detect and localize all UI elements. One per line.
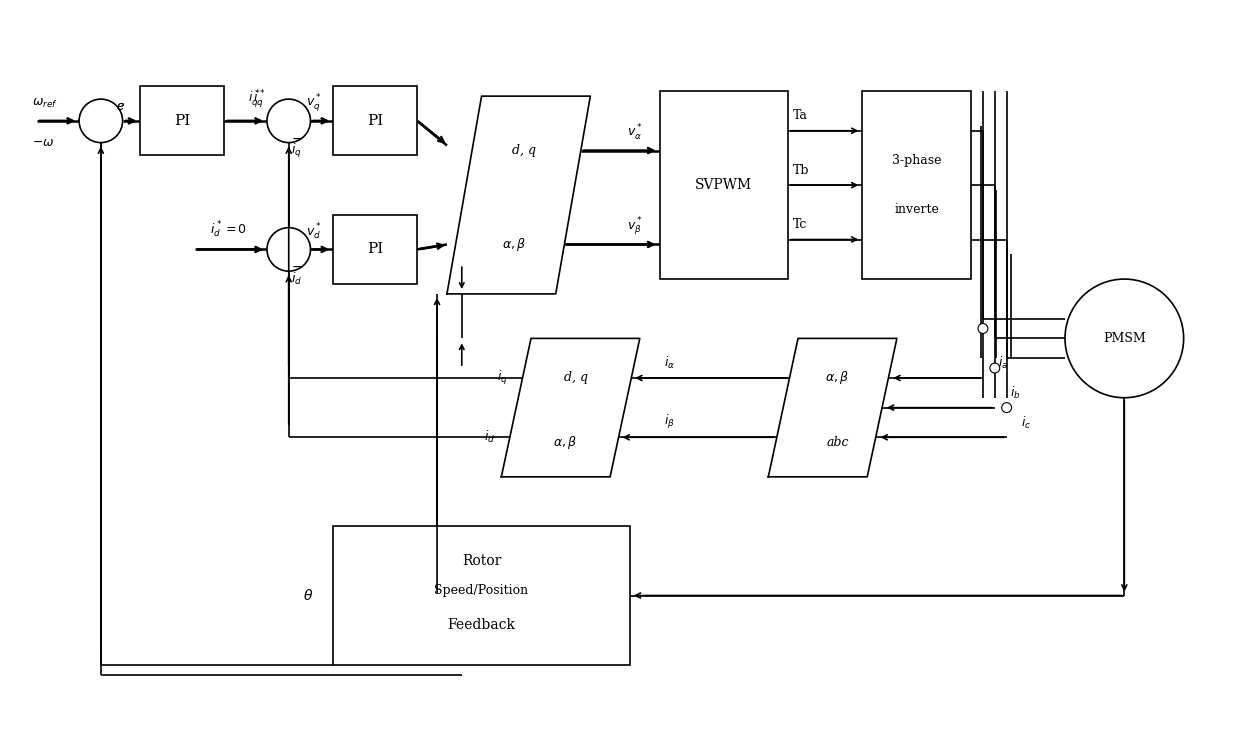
Circle shape xyxy=(267,227,310,272)
Text: Ta: Ta xyxy=(794,109,808,123)
Circle shape xyxy=(79,99,123,143)
Text: $i_c$: $i_c$ xyxy=(1022,414,1032,431)
Text: $\alpha, \beta$: $\alpha, \beta$ xyxy=(826,370,849,387)
Text: d, q: d, q xyxy=(512,144,536,157)
Text: $v_\alpha^*$: $v_\alpha^*$ xyxy=(627,123,642,143)
Text: $v_d^*$: $v_d^*$ xyxy=(305,221,321,242)
Text: $\omega_{ref}$: $\omega_{ref}$ xyxy=(32,96,57,110)
Text: d, q: d, q xyxy=(563,372,588,384)
Text: $i_q^*$: $i_q^*$ xyxy=(253,88,265,110)
Text: Tb: Tb xyxy=(794,164,810,177)
Text: $i_\alpha$: $i_\alpha$ xyxy=(663,355,675,371)
Bar xyxy=(334,215,418,284)
Text: $i_a$: $i_a$ xyxy=(998,355,1008,371)
Circle shape xyxy=(267,99,310,143)
Text: $v_\beta^*$: $v_\beta^*$ xyxy=(627,215,642,238)
Text: Tc: Tc xyxy=(794,218,807,231)
Text: $\alpha, \beta$: $\alpha, \beta$ xyxy=(553,434,578,451)
Text: PI: PI xyxy=(367,114,383,128)
Text: $i_\beta$: $i_\beta$ xyxy=(665,414,675,432)
Bar xyxy=(140,86,224,156)
Text: Feedback: Feedback xyxy=(448,618,516,632)
Bar xyxy=(334,527,630,665)
Circle shape xyxy=(1002,402,1012,413)
Text: PI: PI xyxy=(175,114,191,128)
Text: e: e xyxy=(117,99,124,112)
Bar xyxy=(334,86,418,156)
Text: SVPWM: SVPWM xyxy=(696,178,753,192)
Text: $v_q^*$: $v_q^*$ xyxy=(305,92,321,114)
Text: $\theta$: $\theta$ xyxy=(304,588,314,603)
Text: Rotor: Rotor xyxy=(461,554,501,568)
Text: $-\omega$: $-\omega$ xyxy=(32,136,55,149)
Text: inverte: inverte xyxy=(894,203,939,216)
Text: $i_q^*$: $i_q^*$ xyxy=(248,88,260,110)
Text: $i_b$: $i_b$ xyxy=(1009,384,1021,401)
Text: $i_d$: $i_d$ xyxy=(291,271,303,287)
Text: $i_d$: $i_d$ xyxy=(484,429,495,445)
Text: PMSM: PMSM xyxy=(1102,332,1146,345)
Text: $-$: $-$ xyxy=(290,260,303,273)
Text: $i_q$: $i_q$ xyxy=(497,369,507,387)
Text: 3-phase: 3-phase xyxy=(892,154,941,167)
Text: Speed/Position: Speed/Position xyxy=(434,584,528,597)
Text: $i_d^*=0$: $i_d^*=0$ xyxy=(210,219,247,240)
Circle shape xyxy=(990,363,999,373)
Bar xyxy=(660,91,789,279)
Text: abc: abc xyxy=(826,436,849,449)
Bar xyxy=(862,91,971,279)
Text: e: e xyxy=(117,99,124,112)
Text: PI: PI xyxy=(367,242,383,257)
Circle shape xyxy=(1065,279,1184,398)
Text: $i_q$: $i_q$ xyxy=(291,141,303,159)
Text: $\alpha, \beta$: $\alpha, \beta$ xyxy=(501,236,526,253)
Circle shape xyxy=(978,324,988,334)
Text: $-$: $-$ xyxy=(290,131,303,144)
